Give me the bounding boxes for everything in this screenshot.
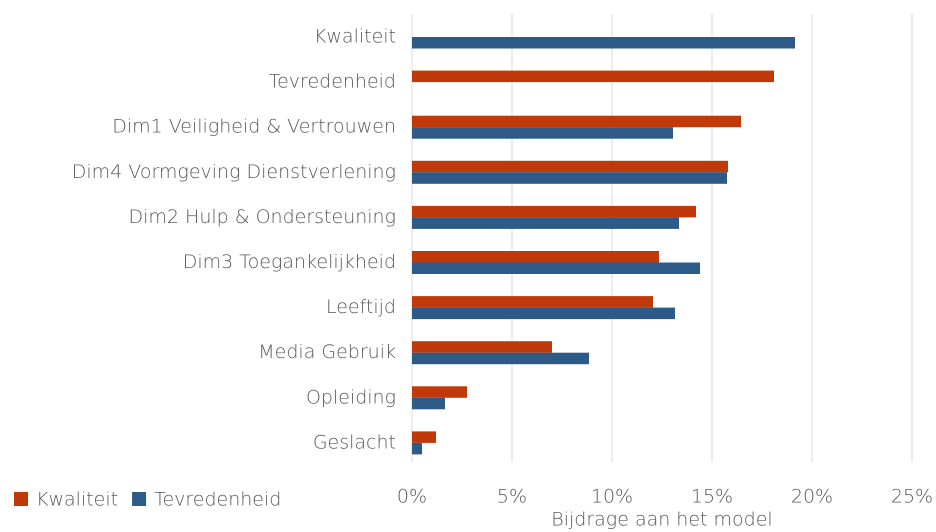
y-tick-label: Leeftijd <box>326 296 396 318</box>
legend-label: Tevredenheid <box>154 489 281 511</box>
bar <box>412 397 445 410</box>
y-tick-label: Tevredenheid <box>269 71 396 93</box>
bar <box>412 205 696 218</box>
y-tick-label: Media Gebruik <box>258 341 396 363</box>
legend-swatch <box>14 492 28 506</box>
bar <box>412 262 700 274</box>
bar <box>412 431 436 443</box>
y-tick-label: Dim2 Hulp & Ondersteuning <box>128 206 396 228</box>
x-tick-label: 0% <box>397 486 427 508</box>
legend-label: Kwaliteit <box>36 489 118 511</box>
bar <box>412 307 675 320</box>
x-tick-label: 25% <box>891 486 933 508</box>
y-tick-label: Dim3 Toegankelijkheid <box>183 251 396 273</box>
y-tick-label: Dim1 Veiligheid & Vertrouwen <box>112 116 396 138</box>
x-tick-label: 20% <box>791 486 833 508</box>
legend-swatch <box>132 492 147 506</box>
bar <box>412 341 552 353</box>
bar <box>412 160 728 173</box>
x-tick-label: 5% <box>497 486 527 508</box>
y-tick-label: Dim4 Vormgeving Dienstverlening <box>72 161 396 183</box>
y-tick-label: Kwaliteit <box>314 26 396 48</box>
y-tick-label: Geslacht <box>313 431 396 453</box>
bar <box>412 217 679 229</box>
bar <box>412 172 727 184</box>
x-tick-label: 15% <box>691 486 733 508</box>
y-tick-label: Opleiding <box>306 386 396 408</box>
x-tick-label: 10% <box>591 486 633 508</box>
bar <box>412 37 795 49</box>
bar <box>412 386 467 398</box>
bar <box>412 70 774 83</box>
bar <box>412 442 422 455</box>
bar <box>412 251 659 263</box>
bar <box>412 127 673 139</box>
bar <box>412 352 589 365</box>
x-axis-title: Bijdrage aan het model <box>551 509 772 531</box>
bar <box>412 296 653 308</box>
bar <box>412 115 741 128</box>
